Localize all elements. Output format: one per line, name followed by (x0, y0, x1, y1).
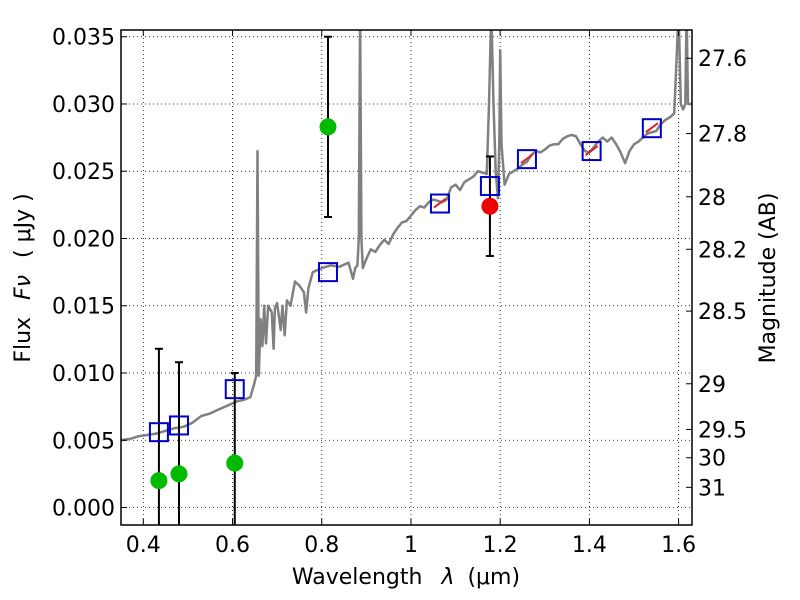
model-red-segment (433, 197, 447, 209)
magnitude-tick-label: 30 (698, 447, 726, 472)
y-tick-label: 0.010 (52, 362, 115, 387)
model-red-segment (520, 153, 534, 164)
plot-frame (120, 29, 693, 526)
x-tick-labels: 0.4 0.6 0.8 1 1.2 1.4 1.6 (126, 533, 696, 558)
y-axis-label: Flux Fν ( μJy ) (11, 193, 36, 362)
x-tick-label: 1.4 (572, 533, 607, 558)
x-axis-label-text: Wavelength (292, 565, 423, 590)
model-photometry-square (479, 176, 500, 197)
y2-axis-label: Magnitude (AB) (756, 193, 781, 364)
y-tick-label: 0.015 (52, 295, 115, 320)
y-tick-label: 0.000 (52, 497, 115, 522)
magnitude-tick-label: 27.6 (698, 47, 747, 72)
model-photometry-square (429, 193, 450, 214)
green-observed-point (150, 472, 168, 490)
y-axis-label-symbol: Fν (11, 275, 36, 300)
x-tick-label: 0.4 (126, 533, 161, 558)
spectrum-layer (121, 30, 692, 442)
green-observed-point (319, 118, 337, 136)
model-photometry-square (224, 379, 245, 400)
x-axis-label: Wavelength λ (μm) (292, 565, 520, 590)
magnitude-tick-labels: 27.6 27.8 28 28.2 28.5 29 29.5 30 31 (698, 47, 747, 501)
model-spectrum-line (121, 30, 692, 442)
x-tick-label: 1 (404, 533, 418, 558)
x-tick-label: 1.6 (661, 533, 696, 558)
model-photometry-square (516, 149, 537, 170)
y-tick-label: 0.025 (52, 160, 115, 185)
grid-lines (121, 30, 692, 525)
tick-marks (121, 30, 692, 525)
model-photometry-square (168, 415, 189, 436)
red-observed-point (481, 197, 499, 215)
x-axis-label-unit: (μm) (467, 565, 520, 590)
x-tick-label: 0.6 (215, 533, 250, 558)
model-photometry-square (317, 262, 338, 283)
model-photometry-square (641, 118, 662, 139)
y-tick-label: 0.035 (52, 26, 115, 51)
magnitude-tick-label: 28.2 (698, 238, 747, 263)
x-axis-label-symbol: λ (440, 565, 454, 590)
x-tick-label: 1.2 (483, 533, 518, 558)
magnitude-tick-label: 27.8 (698, 123, 747, 148)
x-tick-label: 0.8 (304, 533, 339, 558)
magnitude-tick-label: 29.5 (698, 418, 747, 443)
magnitude-tick-label: 29 (698, 373, 726, 398)
y-tick-label: 0.020 (52, 227, 115, 252)
magnitude-tick-label: 31 (698, 476, 726, 501)
y-axis-label-text: Flux (11, 317, 36, 363)
points-layer (148, 35, 662, 525)
y-tick-label: 0.030 (52, 93, 115, 118)
green-observed-point (170, 465, 188, 483)
y-tick-labels: 0.000 0.005 0.010 0.015 0.020 0.025 0.030 0.035 (52, 26, 115, 522)
y-tick-label: 0.005 (52, 429, 115, 454)
green-observed-point (226, 454, 244, 472)
model-red-segment (585, 145, 599, 156)
model-red-segment (645, 122, 659, 133)
y-axis-label-unit: ( μJy ) (11, 193, 36, 258)
magnitude-tick-label: 28 (698, 186, 726, 211)
model-photometry-square (581, 141, 602, 162)
model-photometry-square (148, 422, 169, 443)
magnitude-tick-label: 28.5 (698, 300, 747, 325)
